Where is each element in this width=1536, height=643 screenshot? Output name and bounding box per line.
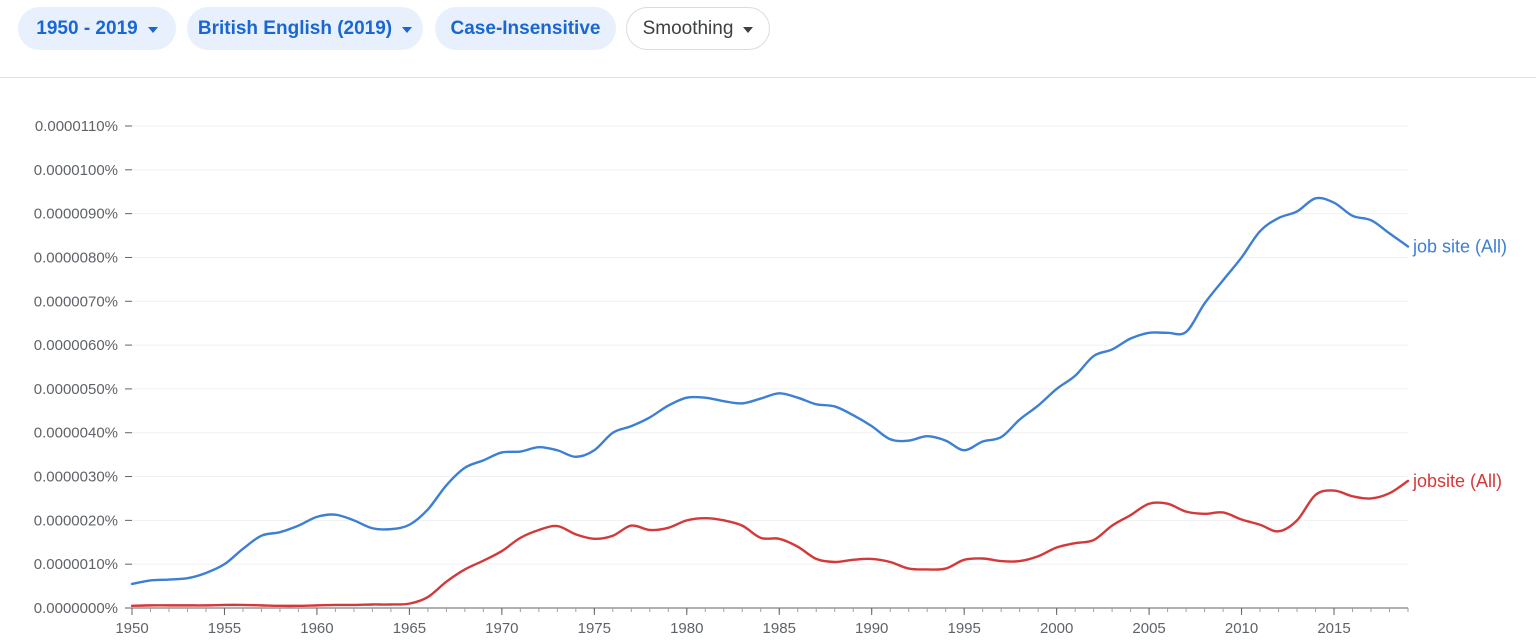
y-tick-label: 0.0000030% <box>34 469 118 486</box>
series-line-job-site[interactable] <box>130 196 1410 586</box>
y-tick-label: 0.0000010% <box>34 556 118 573</box>
corpus-label: British English (2019) <box>197 17 393 39</box>
y-tick-label: 0.0000090% <box>34 206 118 223</box>
smoothing-dropdown[interactable]: Smoothing <box>626 7 770 50</box>
x-tick-label: 1955 <box>208 620 241 637</box>
y-tick-label: 0.0000110% <box>35 118 118 135</box>
x-tick-label: 1965 <box>393 620 426 637</box>
series-labels: job site (All) jobsite (All) <box>1412 237 1507 491</box>
ngram-chart: 0.0000000% 0.0000010% 0.0000020% 0.0000030%… <box>34 118 1507 637</box>
series-lines <box>130 196 1410 608</box>
y-tick-label: 0.0000080% <box>34 249 118 266</box>
y-tick-label: 0.0000000% <box>34 600 118 617</box>
case-insensitive-toggle[interactable]: Case-Insensitive <box>435 7 616 50</box>
x-axis: 1950 1955 1960 1965 1970 1975 1980 1985 1990 1995… <box>115 607 1409 637</box>
y-tick-label: 0.0000050% <box>34 381 118 398</box>
chevron-down-icon <box>147 26 158 33</box>
x-tick-label: 2010 <box>1225 620 1258 637</box>
series-line-jobsite[interactable] <box>130 479 1410 608</box>
x-tick-label: 2000 <box>1040 620 1073 637</box>
y-tick-label: 0.0000040% <box>34 425 118 442</box>
year-range-dropdown[interactable]: 1950 - 2019 <box>18 7 176 50</box>
x-tick-label: 1990 <box>855 620 888 637</box>
y-tick-label: 0.0000060% <box>34 337 118 354</box>
series-label-jobsite[interactable]: jobsite (All) <box>1412 471 1502 491</box>
chevron-down-icon <box>402 26 413 33</box>
y-tick-label: 0.0000070% <box>34 293 118 310</box>
x-tick-label: 1980 <box>670 620 703 637</box>
grid <box>132 125 1408 565</box>
corpus-dropdown[interactable]: British English (2019) <box>187 7 423 50</box>
x-tick-label: 2015 <box>1317 620 1350 637</box>
toolbar: 1950 - 2019 British English (2019) Case-… <box>0 0 1536 78</box>
smoothing-label: Smoothing <box>642 17 734 39</box>
x-tick-label: 1995 <box>947 620 980 637</box>
series-label-job-site[interactable]: job site (All) <box>1412 237 1507 257</box>
x-tick-label: 1985 <box>763 620 796 637</box>
x-tick-label: 1970 <box>485 620 518 637</box>
x-tick-label: 1975 <box>578 620 611 637</box>
y-tick-label: 0.0000100% <box>34 162 118 179</box>
y-axis: 0.0000000% 0.0000010% 0.0000020% 0.0000030%… <box>34 118 132 617</box>
x-tick-label: 1960 <box>300 620 333 637</box>
y-tick-label: 0.0000020% <box>34 512 118 529</box>
year-range-label: 1950 - 2019 <box>36 17 138 39</box>
case-label: Case-Insensitive <box>450 17 601 39</box>
x-tick-label: 2005 <box>1132 620 1165 637</box>
x-tick-label: 1950 <box>115 620 148 637</box>
chevron-down-icon <box>743 26 754 33</box>
